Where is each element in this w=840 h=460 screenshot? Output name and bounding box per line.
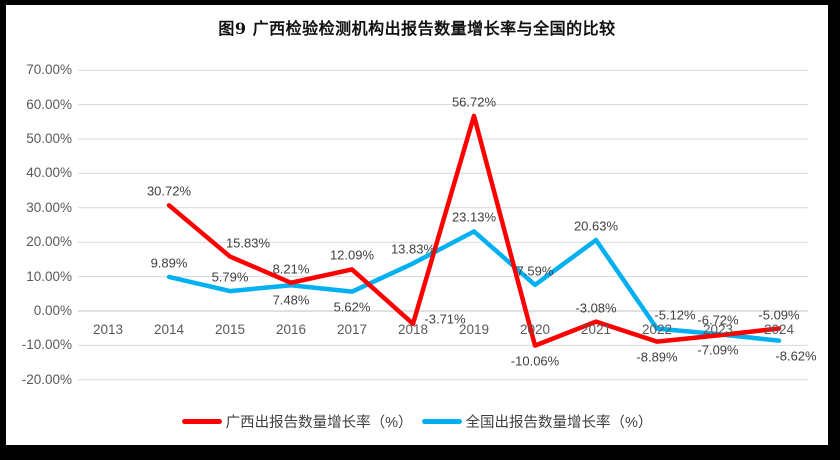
- guangxi-series-swatch: [181, 419, 222, 424]
- chart-legend: 广西出报告数量增长率（%） 全国出报告数量增长率（%）: [6, 411, 828, 432]
- guangxi-series-line: [166, 113, 782, 348]
- national-series-label: 全国出报告数量增长率（%）: [465, 415, 653, 431]
- national-series-swatch: [421, 419, 462, 424]
- national-series-line: [166, 229, 782, 343]
- guangxi-series-label: 广西出报告数量增长率（%）: [225, 415, 413, 431]
- chart-area: [6, 5, 828, 445]
- legend-item-national: 全国出报告数量增长率（%）: [421, 411, 653, 432]
- chart-title: 图9 广西检验检测机构出报告数量增长率与全国的比较: [218, 19, 616, 38]
- legend-item-guangxi: 广西出报告数量增长率（%）: [181, 411, 413, 432]
